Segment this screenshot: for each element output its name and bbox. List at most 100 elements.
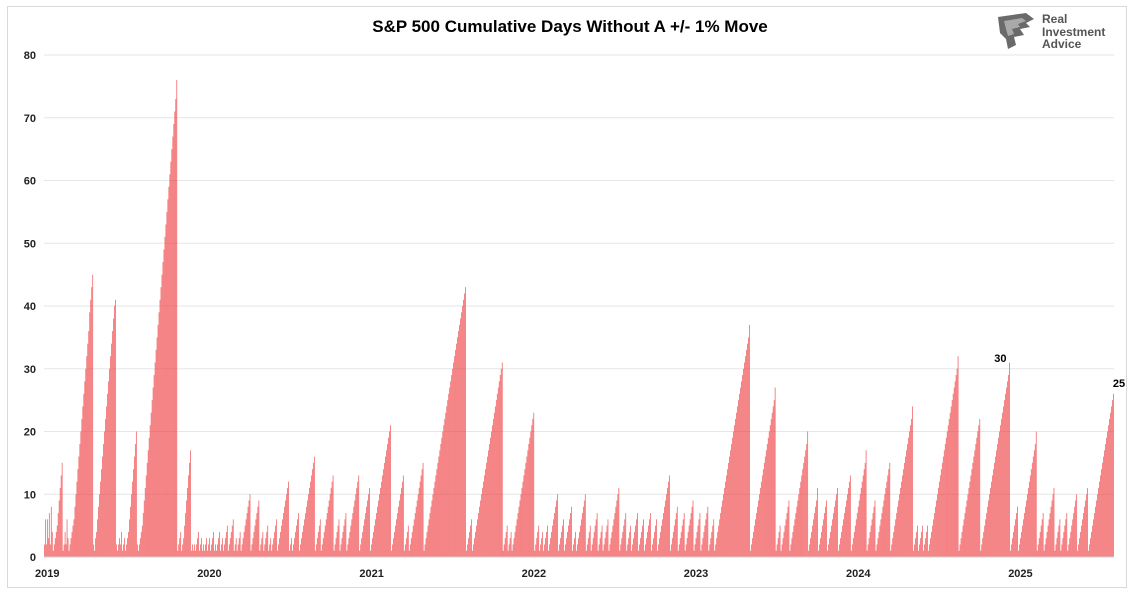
bar [173, 124, 175, 558]
bar [670, 544, 672, 557]
bar [222, 550, 224, 557]
bar [934, 513, 935, 557]
bar [626, 550, 628, 557]
bar [1079, 538, 1080, 557]
bar [313, 456, 315, 557]
bar [136, 544, 138, 557]
bar [748, 337, 749, 558]
bar [1078, 544, 1080, 557]
bar [687, 531, 689, 557]
bar [341, 538, 343, 557]
bar [821, 531, 822, 557]
bar [1045, 538, 1047, 557]
bar [995, 456, 996, 557]
bar [103, 444, 104, 557]
bar [951, 400, 953, 558]
bar [157, 324, 159, 557]
bar [924, 544, 925, 557]
bar [476, 525, 477, 558]
bar [582, 506, 584, 557]
bar [198, 531, 199, 557]
bar [445, 412, 447, 557]
bar [896, 513, 898, 557]
bar [890, 550, 892, 557]
bar [446, 406, 448, 557]
bar [988, 500, 990, 557]
bar [878, 531, 880, 557]
bar [267, 525, 269, 558]
bar [499, 375, 501, 557]
bar [407, 525, 409, 558]
bar [498, 381, 500, 557]
bar [132, 481, 133, 557]
bar [569, 519, 570, 557]
bar [208, 544, 209, 557]
bar [807, 431, 809, 557]
bar [1104, 450, 1105, 557]
bar [296, 525, 297, 558]
bar [463, 299, 464, 557]
bar [773, 400, 775, 558]
bar [862, 475, 864, 557]
bar [254, 525, 256, 558]
bar [280, 531, 281, 557]
bar [207, 550, 208, 557]
bar [627, 544, 629, 557]
bar [804, 456, 806, 557]
bar [570, 513, 571, 557]
bar [286, 494, 287, 557]
bar [307, 500, 308, 557]
bar [260, 544, 262, 557]
bar [84, 381, 86, 557]
bar [545, 538, 546, 557]
bar [749, 324, 750, 557]
bar [240, 550, 242, 557]
bar [756, 513, 757, 557]
bar [56, 525, 58, 558]
bar [229, 538, 231, 557]
bar [727, 469, 728, 557]
bar [624, 519, 626, 557]
bar [339, 550, 341, 557]
bar [846, 500, 847, 557]
bar [873, 506, 875, 557]
bar [778, 531, 780, 557]
bar [271, 550, 273, 557]
bar [829, 538, 830, 557]
bar [550, 538, 551, 557]
bar [791, 538, 793, 557]
bar [667, 487, 668, 557]
bar [355, 494, 357, 557]
bar [921, 531, 922, 557]
bar [677, 550, 679, 557]
bar [595, 519, 597, 557]
bar [991, 481, 992, 557]
bar [402, 475, 404, 557]
bar [784, 525, 786, 558]
bar [349, 531, 351, 557]
bar [833, 513, 834, 557]
bar [828, 544, 829, 557]
bar [223, 544, 225, 557]
bar [946, 431, 948, 557]
bar [541, 538, 543, 557]
bar [493, 412, 495, 557]
bar [740, 387, 741, 557]
bar [665, 500, 666, 557]
bar [958, 550, 960, 557]
bar [100, 481, 101, 557]
bar [513, 538, 515, 557]
bar [247, 506, 249, 557]
bar [940, 469, 942, 557]
bar [736, 412, 737, 557]
bar [507, 550, 509, 557]
bar [895, 519, 897, 557]
bar [481, 494, 482, 557]
bar [80, 431, 82, 557]
bar [295, 531, 296, 557]
bar [589, 525, 591, 558]
bar [1029, 475, 1031, 557]
bar [44, 544, 45, 557]
bar [64, 531, 66, 557]
bar [952, 393, 954, 557]
